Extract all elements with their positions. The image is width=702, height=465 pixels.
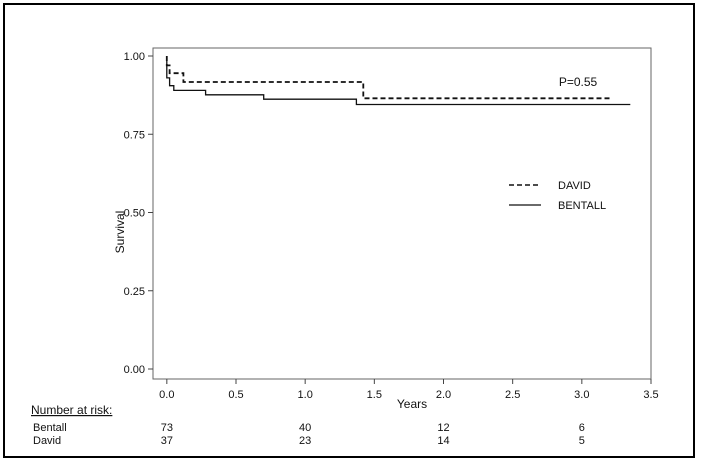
legend-david-label: DAVID [558,180,591,192]
series-david-line [165,56,610,100]
legend: DAVID BENTALL [509,180,606,212]
risk-cell: 5 [579,435,585,447]
risk-cell: 23 [299,435,311,447]
x-tick-label: 2.0 [436,389,451,401]
y-tick-label: 0.75 [124,129,145,141]
x-tick-label: 1.5 [367,389,382,401]
x-tick-label: 0.5 [228,389,243,401]
risk-table-heading: Number at risk: [31,403,112,417]
risk-cell: 73 [161,422,173,434]
x-axis-ticks: 0.0 0.5 1.0 1.5 2.0 2.5 3.0 3.5 [159,379,659,401]
risk-cell: 37 [161,435,173,447]
x-tick-label: 1.0 [298,389,313,401]
x-tick-label: 3.5 [643,389,658,401]
risk-cell: 12 [437,422,449,434]
x-tick-label: 3.0 [574,389,589,401]
risk-cell: 6 [579,422,585,434]
plot-area [152,47,652,380]
figure-frame [3,3,695,458]
y-tick-label: 1.00 [124,51,145,63]
risk-table: Bentall 73 40 12 6 David 37 23 14 5 [33,422,585,447]
p-value-annotation: P=0.55 [559,75,598,89]
x-tick-label: 0.0 [159,389,174,401]
y-tick-label: 0.50 [124,208,145,220]
legend-bentall-label: BENTALL [558,200,606,212]
risk-row-label: Bentall [33,422,67,434]
risk-cell: 40 [299,422,311,434]
risk-row-label: David [33,435,61,447]
series-layer [165,56,631,106]
y-tick-label: 0.25 [124,286,145,298]
y-axis-ticks: 0.00 0.25 0.50 0.75 1.00 [124,51,153,376]
risk-cell: 14 [437,435,449,447]
series-bentall-line [166,56,631,106]
y-axis-label: Survival [113,211,127,254]
x-axis-label: Years [397,397,427,411]
x-tick-label: 2.5 [505,389,520,401]
y-tick-label: 0.00 [124,364,145,376]
